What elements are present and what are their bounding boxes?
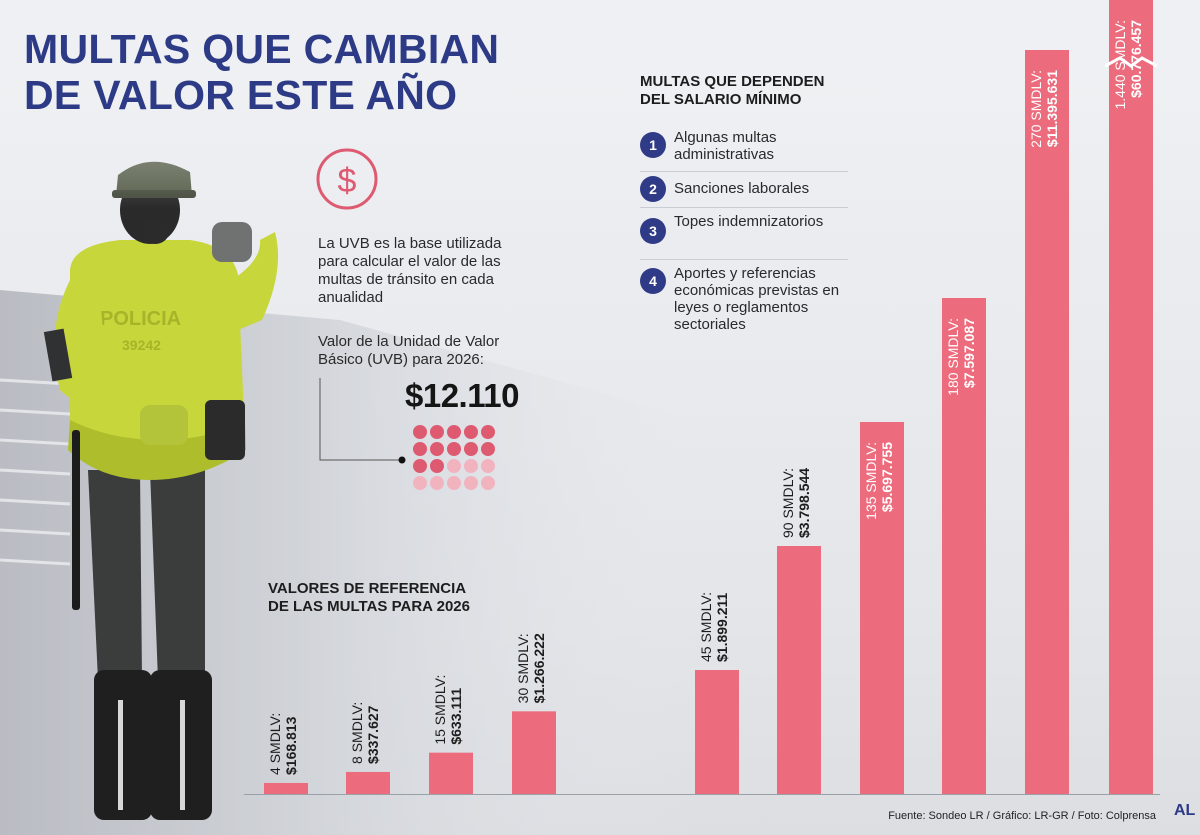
uvb-dot bbox=[430, 442, 444, 456]
item-number-badge: 2 bbox=[640, 176, 666, 202]
item-number-badge: 4 bbox=[640, 268, 666, 294]
item-text: Aportes y referencias económicas previst… bbox=[674, 265, 840, 333]
reference-heading-line-1: VALORES DE REFERENCIA bbox=[268, 580, 467, 597]
salary-fines-heading: MULTAS QUE DEPENDEN DEL SALARIO MÍNIMO bbox=[640, 73, 824, 109]
bar-value-label: $168.813 bbox=[283, 716, 299, 775]
uvb-dot bbox=[430, 459, 444, 473]
uvb-label: Valor de la Unidad de Valor Básico (UVB)… bbox=[318, 333, 500, 368]
uvb-dot bbox=[481, 425, 495, 439]
bar-category-label: 1.440 SMDLV: bbox=[1112, 20, 1128, 110]
item-number-badge: 3 bbox=[640, 218, 666, 244]
chart-bar bbox=[860, 422, 904, 794]
uvb-dot bbox=[413, 476, 427, 490]
uvb-dot bbox=[447, 459, 461, 473]
uvb-dot-grid bbox=[413, 425, 495, 490]
salary-fines-heading-line-1: MULTAS QUE DEPENDEN bbox=[640, 73, 825, 90]
bar-value-label: $1.266.222 bbox=[531, 633, 547, 703]
uvb-dot bbox=[464, 459, 478, 473]
chart-bar bbox=[777, 546, 821, 794]
uvb-dot bbox=[447, 442, 461, 456]
uvb-dot bbox=[481, 459, 495, 473]
chart-bar bbox=[942, 298, 986, 794]
reference-heading-line-2: DE LAS MULTAS PARA 2026 bbox=[268, 598, 470, 615]
chart-bar bbox=[695, 670, 739, 794]
bar-category-label: 30 SMDLV: bbox=[515, 633, 531, 703]
chart-bar bbox=[429, 752, 473, 794]
source-credit: Fuente: Sondeo LR / Gráfico: LR-GR / Fot… bbox=[888, 810, 1156, 822]
uvb-dot bbox=[413, 442, 427, 456]
list-item: 1 Algunas multas administrativas bbox=[640, 124, 848, 172]
bar-category-label: 180 SMDLV: bbox=[945, 318, 961, 396]
bar-value-label: $60.776.457 bbox=[1128, 20, 1144, 98]
bar-category-label: 270 SMDLV: bbox=[1028, 70, 1044, 148]
uvb-value: $12.110 bbox=[405, 377, 519, 414]
svg-text:$: $ bbox=[338, 162, 357, 200]
bar-value-label: $7.597.087 bbox=[961, 318, 977, 388]
bar-value-label: $3.798.544 bbox=[796, 468, 812, 538]
bar-category-label: 135 SMDLV: bbox=[863, 442, 879, 520]
list-item: 4 Aportes y referencias económicas previ… bbox=[640, 260, 848, 360]
chart-bar bbox=[264, 782, 308, 794]
chart-bar bbox=[346, 771, 390, 794]
uvb-dot bbox=[481, 476, 495, 490]
uvb-dot bbox=[413, 425, 427, 439]
uvb-dot bbox=[413, 459, 427, 473]
uvb-dot bbox=[447, 425, 461, 439]
bar-category-label: 15 SMDLV: bbox=[432, 675, 448, 745]
chart-bar bbox=[512, 711, 556, 794]
item-text: Algunas multas administrativas bbox=[674, 129, 777, 163]
bar-value-label: $633.111 bbox=[448, 688, 464, 745]
uvb-connector-line bbox=[319, 378, 406, 464]
uvb-dot bbox=[464, 476, 478, 490]
item-number-badge: 1 bbox=[640, 132, 666, 158]
item-text: Sanciones laborales bbox=[674, 180, 810, 197]
reference-heading: VALORES DE REFERENCIA DE LAS MULTAS PARA… bbox=[268, 580, 470, 616]
bar-value-label: $337.627 bbox=[365, 705, 381, 764]
bar-category-label: 4 SMDLV: bbox=[267, 713, 283, 775]
list-item: 2 Sanciones laborales bbox=[640, 172, 848, 208]
dollar-circle-icon: $ bbox=[316, 148, 378, 210]
uvb-dot bbox=[430, 476, 444, 490]
salary-fines-heading-line-2: DEL SALARIO MÍNIMO bbox=[640, 91, 802, 108]
bar-category-label: 90 SMDLV: bbox=[780, 468, 796, 538]
bar-value-label: $11.395.631 bbox=[1044, 70, 1060, 147]
bar-value-label: $1.899.211 bbox=[714, 592, 730, 662]
salary-fines-list: 1 Algunas multas administrativas 2 Sanci… bbox=[640, 124, 848, 360]
title-line-2: DE VALOR ESTE AÑO bbox=[24, 72, 458, 118]
bar-value-label: $5.697.755 bbox=[879, 442, 895, 512]
uvb-dot bbox=[430, 425, 444, 439]
uvb-dot bbox=[447, 476, 461, 490]
uvb-dot bbox=[464, 442, 478, 456]
bar-category-label: 8 SMDLV: bbox=[349, 702, 365, 764]
infographic-title: MULTAS QUE CAMBIAN DE VALOR ESTE AÑO bbox=[24, 26, 499, 118]
axis-break-mark bbox=[1104, 56, 1158, 68]
item-text: Topes indemnizatorios bbox=[674, 213, 824, 230]
uvb-description: La UVB es la base utilizada para calcula… bbox=[318, 235, 502, 306]
chart-bar bbox=[1109, 0, 1153, 794]
title-line-1: MULTAS QUE CAMBIAN bbox=[24, 26, 500, 72]
bar-category-label: 45 SMDLV: bbox=[698, 592, 714, 662]
uvb-dot bbox=[464, 425, 478, 439]
chart-bar bbox=[1025, 50, 1069, 794]
uvb-dot bbox=[481, 442, 495, 456]
publisher-logo: AL bbox=[1174, 802, 1196, 819]
list-item: 3 Topes indemnizatorios bbox=[640, 208, 848, 260]
